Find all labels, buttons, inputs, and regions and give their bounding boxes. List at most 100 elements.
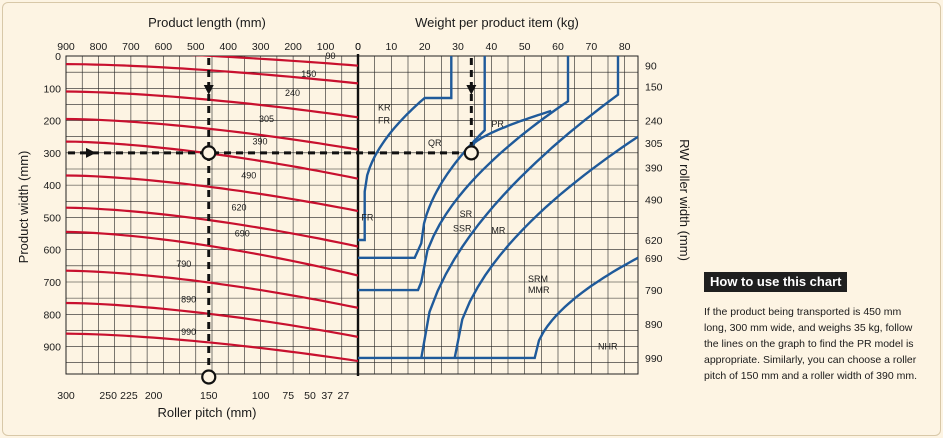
tick-label: 150 <box>200 390 218 402</box>
blue-curve-mr-line <box>420 56 620 359</box>
tick-label: 500 <box>187 41 205 53</box>
tick-label: 30 <box>452 41 464 53</box>
curve-label-305: 305 <box>259 114 274 124</box>
tick-label: 100 <box>317 41 335 53</box>
red-curve-690 <box>66 230 358 277</box>
tick-label: 10 <box>385 41 397 53</box>
tick-label: 200 <box>43 116 61 128</box>
region-label-kr: KR <box>378 103 391 113</box>
curve-label-90: 90 <box>326 51 336 61</box>
blue-curve-fr-line <box>358 56 453 242</box>
example-marker-length <box>201 145 217 161</box>
curve-label-620: 620 <box>231 203 246 213</box>
tick-label: 0 <box>355 41 361 53</box>
tick-label: 0 <box>55 51 61 63</box>
red-curve-790 <box>66 269 358 309</box>
region-label-pr: PR <box>491 119 504 129</box>
tick-label: 700 <box>43 277 61 289</box>
tick-label: 37 <box>321 390 333 402</box>
tick-label: 240 <box>645 116 663 128</box>
tick-label: 20 <box>419 41 431 53</box>
tick-label: 300 <box>252 41 270 53</box>
curve-label-150: 150 <box>301 69 316 79</box>
blue-curve-qr-line <box>358 56 486 259</box>
region-label-sr: SR <box>460 209 473 219</box>
tick-label: 70 <box>585 41 597 53</box>
curve-label-990: 990 <box>181 327 196 337</box>
red-curve-240 <box>66 90 358 119</box>
tick-label: 225 <box>120 390 138 402</box>
region-label-srm: SRM <box>528 274 548 284</box>
tick-label: 300 <box>43 148 61 160</box>
tick-label: 800 <box>90 41 108 53</box>
plot-border <box>65 55 639 375</box>
tick-label: 100 <box>43 83 61 95</box>
curve-label-490: 490 <box>241 170 256 180</box>
tick-label: 27 <box>338 390 350 402</box>
example-arrow-down <box>203 85 214 95</box>
red-curve-90 <box>190 56 358 67</box>
red-curve-150 <box>66 63 358 85</box>
tick-label: 900 <box>43 342 61 354</box>
tick-label: 890 <box>645 319 663 331</box>
tick-label: 50 <box>519 41 531 53</box>
blue-curve-pr-line <box>470 109 552 148</box>
tick-label: 0 <box>355 41 361 53</box>
tick-label: 90 <box>645 61 657 73</box>
curve-label-690: 690 <box>235 229 250 239</box>
tick-label: 700 <box>122 41 140 53</box>
blue-curve-srm-line <box>453 135 638 359</box>
tick-label: 40 <box>485 41 497 53</box>
howto-text: If the product being transported is 450 … <box>704 306 918 382</box>
region-label-qr: QR <box>428 138 442 148</box>
red-curve-890 <box>66 301 358 338</box>
right-axis-title: RW roller width (mm) <box>677 139 692 261</box>
red-curve-990 <box>66 332 358 363</box>
example-marker-pitch <box>201 369 217 385</box>
left-axis-title: Product width (mm) <box>16 151 31 264</box>
tick-label: 150 <box>645 82 663 94</box>
tick-label: 80 <box>619 41 631 53</box>
tick-label: 100 <box>252 390 270 402</box>
bottom-axis-title: Roller pitch (mm) <box>158 405 257 420</box>
blue-curve-nhr-line <box>358 256 638 360</box>
top-right-axis-title: Weight per product item (kg) <box>415 15 579 30</box>
tick-label: 900 <box>57 41 75 53</box>
red-curve-305 <box>66 117 358 151</box>
example-arrow-right <box>86 147 96 158</box>
tick-label: 490 <box>645 195 663 207</box>
tick-label: 75 <box>282 390 294 402</box>
example-marker-weight <box>463 145 479 161</box>
red-curve-620 <box>66 206 358 248</box>
tick-label: 60 <box>552 41 564 53</box>
curve-label-390: 390 <box>253 137 268 147</box>
region-label-mr: MR <box>491 225 505 235</box>
region-label-fr: FR <box>378 116 390 126</box>
tick-label: 300 <box>57 390 75 402</box>
region-label-fr: FR <box>361 212 373 222</box>
tick-label: 690 <box>645 253 663 265</box>
curve-label-890: 890 <box>181 295 196 305</box>
tick-label: 200 <box>145 390 163 402</box>
howto-title: How to use this chart <box>704 272 847 292</box>
curve-label-240: 240 <box>285 88 300 98</box>
tick-label: 500 <box>43 212 61 224</box>
tick-label: 790 <box>645 285 663 297</box>
tick-label: 620 <box>645 235 663 247</box>
tick-label: 250 <box>99 390 117 402</box>
red-curve-490 <box>66 174 358 213</box>
region-label-mmr: MMR <box>528 285 550 295</box>
tick-label: 990 <box>645 353 663 365</box>
tick-label: 600 <box>43 245 61 257</box>
tick-label: 50 <box>304 390 316 402</box>
tick-label: 390 <box>645 162 663 174</box>
tick-label: 305 <box>645 138 663 150</box>
top-left-axis-title: Product length (mm) <box>148 15 266 30</box>
tick-label: 400 <box>219 41 237 53</box>
example-arrow-down-weight <box>466 85 477 95</box>
tick-label: 600 <box>155 41 173 53</box>
region-label-nhr: NHR <box>598 342 618 352</box>
curve-label-790: 790 <box>176 259 191 269</box>
region-label-ssr: SSR <box>453 224 472 234</box>
